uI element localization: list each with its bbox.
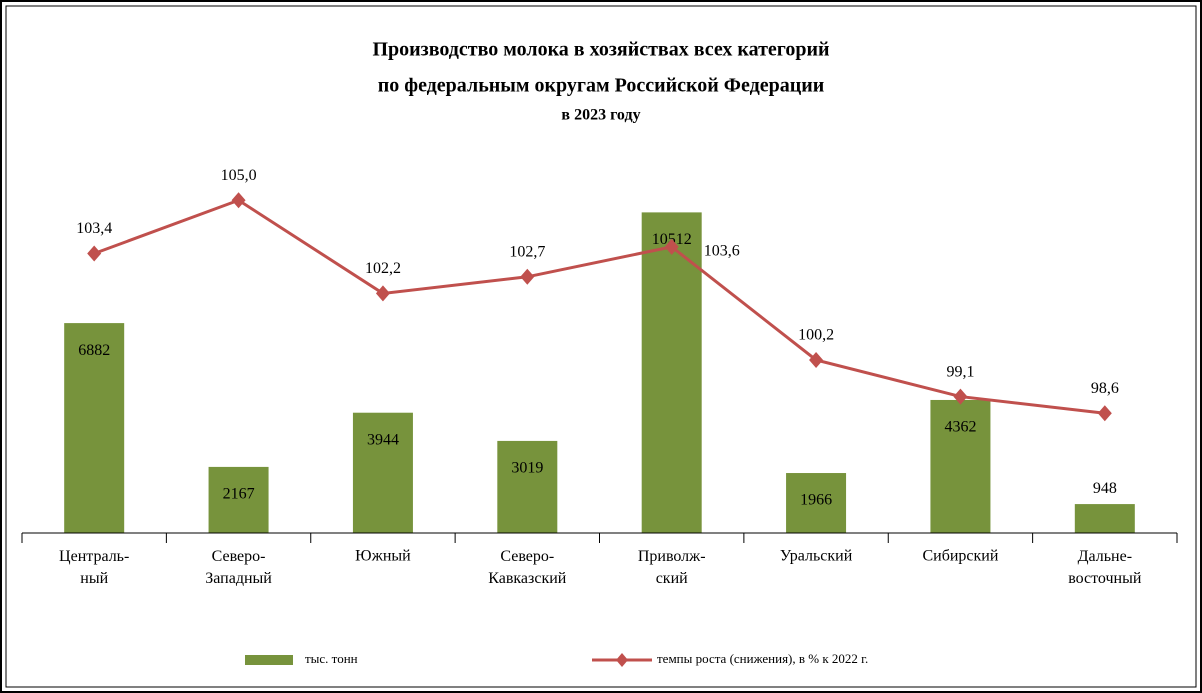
line-value-label: 103,6 — [704, 243, 740, 260]
bar-value-label: 3944 — [367, 431, 399, 448]
bar — [786, 473, 847, 533]
line-marker — [231, 192, 246, 209]
x-tick-label: Дальне-восточный — [1068, 548, 1142, 587]
x-tick-label: Уральский — [780, 548, 853, 565]
bar-value-label: 6882 — [78, 342, 110, 359]
bar — [1074, 504, 1135, 533]
line-marker — [953, 388, 968, 405]
chart-subtitle: в 2023 году — [561, 107, 640, 124]
line-value-label: 99,1 — [946, 363, 974, 380]
x-tick-label: Приволж-ский — [638, 548, 706, 587]
chart-title: по федеральным округам Российской Федера… — [378, 75, 825, 97]
legend-marker — [616, 653, 628, 667]
line-value-label: 103,4 — [76, 220, 112, 237]
line — [93, 198, 1105, 415]
line-marker — [664, 238, 679, 255]
line-marker — [375, 285, 390, 302]
legend-label: темпы роста (снижения), в % к 2022 г. — [657, 651, 868, 666]
line-value-label: 102,2 — [365, 260, 401, 277]
bar — [64, 323, 125, 533]
bar-value-label: 2167 — [223, 486, 255, 503]
legend-swatch — [245, 655, 293, 665]
chart-title: Производство молока в хозяйствах всех ка… — [372, 39, 829, 61]
x-tick-label: Северо-Кавказский — [488, 548, 567, 587]
bar — [497, 440, 558, 533]
bar — [641, 212, 702, 533]
line-value-label: 98,6 — [1091, 380, 1119, 397]
x-tick-label: Северо-Западный — [205, 548, 272, 587]
legend-label: тыс. тонн — [305, 651, 358, 666]
line-marker — [1097, 405, 1112, 422]
inner-frame — [5, 5, 1197, 688]
x-tick-label: Сибирский — [922, 548, 998, 565]
bar — [352, 412, 413, 533]
bar — [208, 466, 269, 533]
line-marker — [520, 268, 535, 285]
line-value-label: 100,2 — [798, 327, 834, 344]
bar-value-label: 948 — [1093, 480, 1117, 497]
line-value-label: 102,7 — [509, 243, 545, 260]
bar-value-label: 1966 — [800, 492, 832, 509]
bar-value-label: 3019 — [511, 460, 543, 477]
bar-value-label: 4362 — [944, 419, 976, 436]
x-tick-label: Южный — [355, 548, 411, 565]
bar — [930, 399, 991, 533]
line-marker — [809, 351, 824, 368]
line-marker — [87, 245, 102, 262]
line-value-label: 105,0 — [221, 167, 257, 184]
x-tick-label: Централь-ный — [59, 548, 129, 587]
